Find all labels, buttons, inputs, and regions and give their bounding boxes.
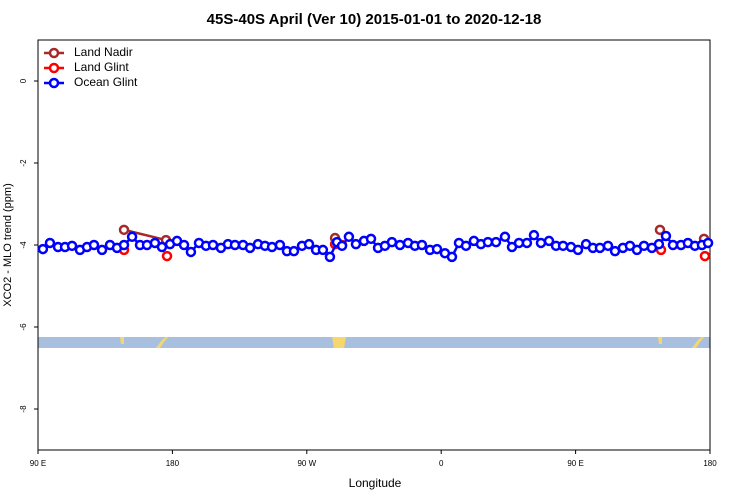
data-point [528, 229, 540, 241]
data-point [490, 236, 502, 248]
x-tick-label: 0 [439, 459, 444, 468]
data-point [37, 243, 49, 255]
data-point [572, 244, 584, 256]
data-point [288, 245, 300, 257]
data-point [557, 240, 569, 252]
x-tick-label: 180 [166, 459, 180, 468]
data-point [499, 231, 511, 243]
x-tick-label: 90 E [567, 459, 583, 468]
data-point [521, 237, 533, 249]
data-point [118, 224, 130, 236]
data-point [602, 240, 614, 252]
legend-label: Land Nadir [74, 45, 133, 59]
data-point [535, 237, 547, 249]
data-point [126, 231, 138, 243]
data-point [317, 244, 329, 256]
data-point [156, 241, 168, 253]
data-point [446, 251, 458, 263]
data-point [185, 246, 197, 258]
data-point [88, 239, 100, 251]
data-point [594, 242, 606, 254]
y-tick-label: -6 [19, 323, 28, 331]
legend-marker [48, 77, 60, 89]
data-point [660, 230, 672, 242]
data-point [653, 238, 665, 250]
data-point [303, 238, 315, 250]
legend-marker [48, 47, 60, 59]
data-point [699, 250, 711, 262]
x-axis-label: Longitude [349, 476, 402, 490]
y-tick-label: -8 [19, 405, 28, 413]
y-tick-label: -2 [19, 159, 28, 167]
land-strip [38, 337, 710, 348]
data-point [343, 231, 355, 243]
y-axis-label: XCO2 - MLO trend (ppm) [2, 183, 14, 306]
data-point [161, 250, 173, 262]
data-point [350, 238, 362, 250]
y-tick-label: -4 [19, 241, 28, 249]
x-tick-label: 180 [703, 459, 717, 468]
series-line [124, 230, 704, 240]
chart-title: 45S-40S April (Ver 10) 2015-01-01 to 202… [207, 11, 542, 28]
data-point [416, 239, 428, 251]
data-point [702, 237, 714, 249]
data-point [431, 243, 443, 255]
data-point [543, 235, 555, 247]
legend-label: Ocean Glint [74, 75, 138, 89]
data-point [667, 239, 679, 251]
data-point [460, 240, 472, 252]
data-point [324, 251, 336, 263]
data-point [482, 236, 494, 248]
x-tick-label: 90 W [297, 459, 316, 468]
data-point [654, 224, 666, 236]
data-point [178, 239, 190, 251]
data-point [244, 242, 256, 254]
data-point [274, 239, 286, 251]
data-point [394, 239, 406, 251]
legend-marker [48, 62, 60, 74]
data-point [386, 236, 398, 248]
data-point [118, 239, 130, 251]
legend-label: Land Glint [74, 60, 129, 74]
data-point [229, 239, 241, 251]
data-point [96, 244, 108, 256]
data-point [365, 233, 377, 245]
y-tick-label: 0 [19, 78, 28, 83]
data-point [44, 237, 56, 249]
data-point [336, 240, 348, 252]
x-tick-label: 90 E [30, 459, 46, 468]
data-point [66, 240, 78, 252]
